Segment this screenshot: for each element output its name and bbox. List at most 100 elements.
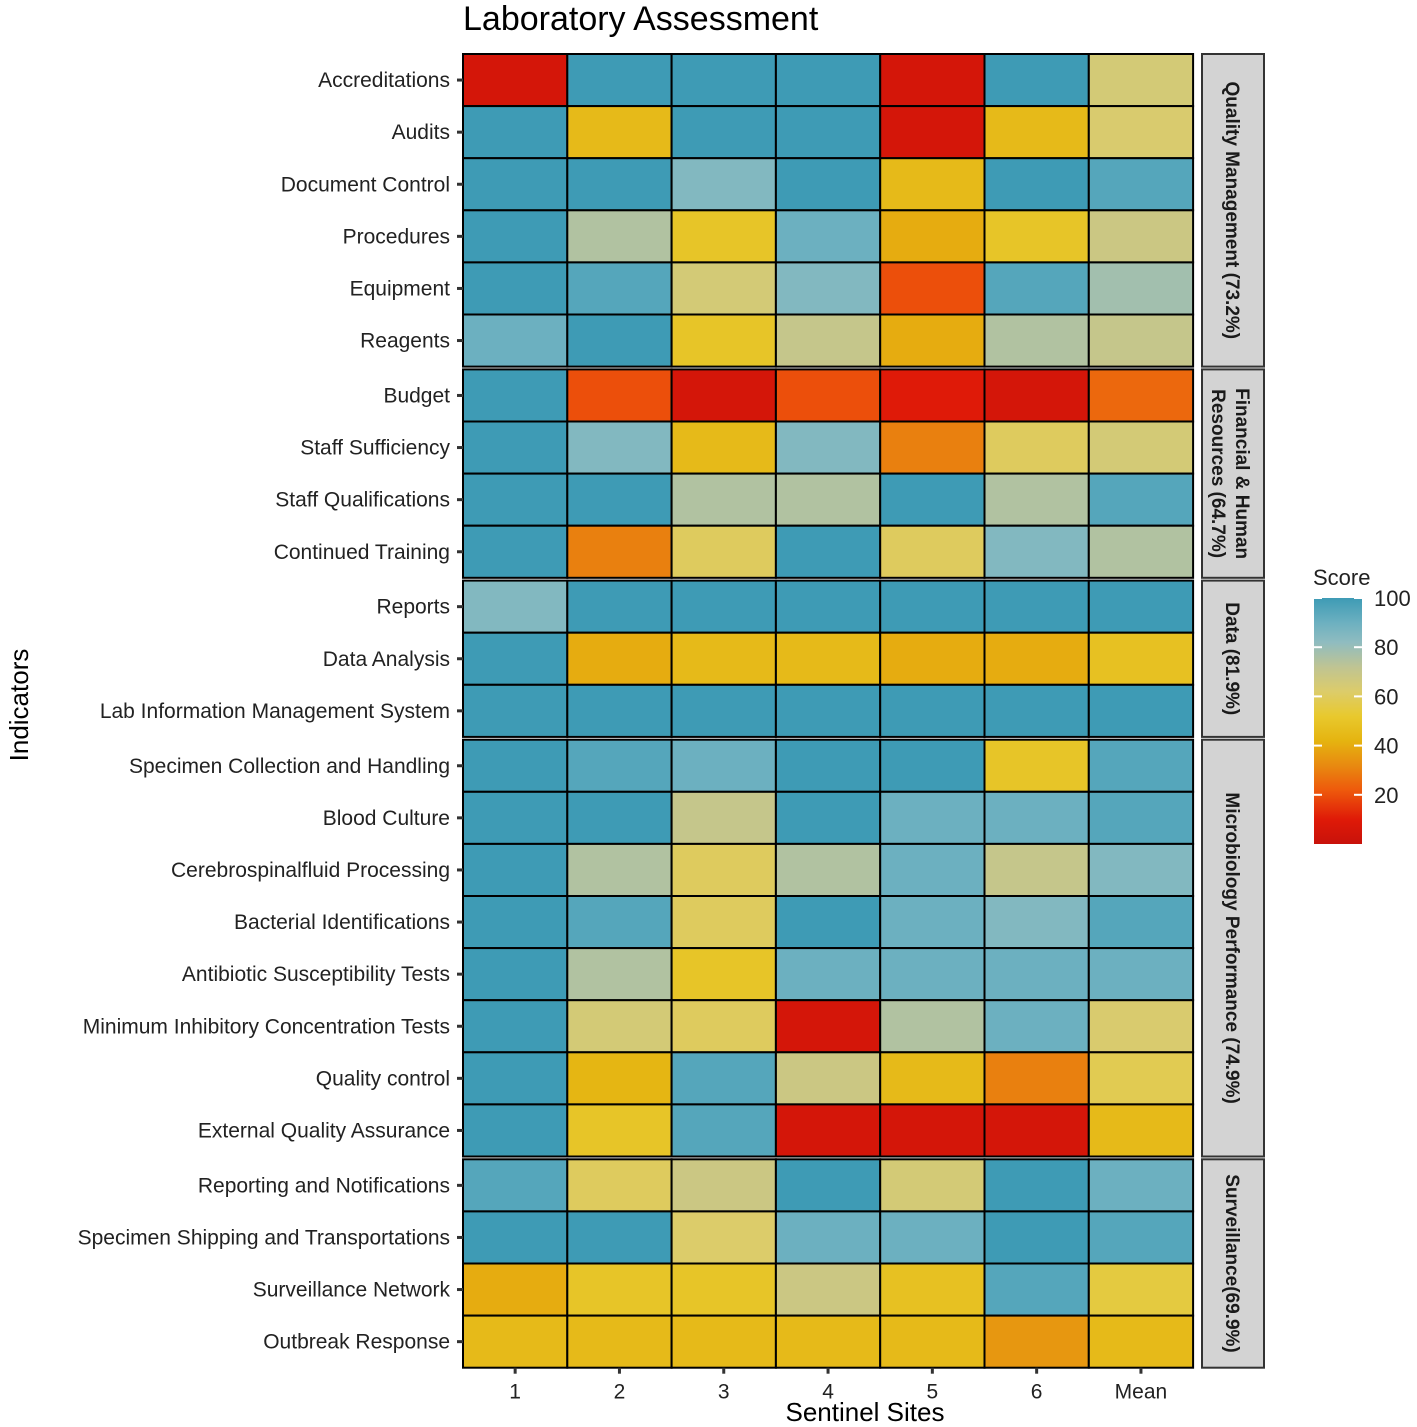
heatmap-cell [566, 313, 673, 368]
heatmap-cell [1087, 947, 1195, 1002]
heatmap-cell [462, 1314, 569, 1369]
heatmap-cell [566, 1262, 673, 1317]
heatmap-cell [566, 579, 673, 634]
heatmap-cell [774, 1210, 882, 1265]
facet-strip-label: Quality Management (73.2%) [1221, 81, 1242, 339]
heatmap-cell [1087, 524, 1195, 579]
heatmap-cell [983, 313, 1090, 368]
heatmap-cell [879, 368, 986, 423]
heatmap-cell [774, 524, 882, 579]
heatmap-cell [670, 999, 777, 1054]
heatmap-cell [983, 738, 1090, 793]
heatmap-cell [983, 895, 1090, 950]
heatmap-cell [1087, 1210, 1195, 1265]
legend-tick-label: 80 [1374, 635, 1398, 660]
heatmap-cell [670, 947, 777, 1002]
heatmap-cell [983, 631, 1090, 686]
heatmap-cell [566, 790, 673, 845]
x-tick-label: 5 [927, 1381, 939, 1404]
x-axis-title: Sentinel Sites [786, 1397, 945, 1427]
heatmap-cell [566, 472, 673, 527]
heatmap-cell [983, 1051, 1090, 1106]
heatmap-cell [774, 1051, 882, 1106]
x-tick-label: Mean [1115, 1381, 1168, 1404]
heatmap-cell [566, 1158, 673, 1213]
heatmap-cell [879, 157, 986, 212]
heatmap-cell [983, 999, 1090, 1054]
facet-strip-label: Surveillance(69.9%) [1221, 1174, 1242, 1352]
heatmap-cell [879, 1262, 986, 1317]
heatmap-cell [879, 947, 986, 1002]
heatmap-cell [1087, 105, 1195, 160]
heatmap-cell [462, 683, 569, 738]
heatmap-cell [462, 1158, 569, 1213]
heatmap-cell [983, 157, 1090, 212]
y-tick-label: Specimen Collection and Handling [129, 755, 450, 778]
heatmap-cell [462, 790, 569, 845]
heatmap-cell [983, 368, 1090, 423]
y-tick-label: Data Analysis [323, 648, 450, 671]
facet-strip-label: Financial & HumanResources (64.7%) [1207, 388, 1252, 559]
heatmap-cell [983, 579, 1090, 634]
heatmap-cell [1087, 472, 1195, 527]
heatmap-cell [462, 738, 569, 793]
heatmap-cell [462, 631, 569, 686]
heatmap-cell [566, 1314, 673, 1369]
heatmap-cell [566, 1210, 673, 1265]
heatmap-cell [879, 53, 986, 108]
heatmap-cell [983, 1262, 1090, 1317]
heatmap-cell [879, 895, 986, 950]
heatmap-cell [1087, 1158, 1195, 1213]
heatmap-cell [566, 420, 673, 475]
heatmap-cell [566, 683, 673, 738]
heatmap-cell [462, 895, 569, 950]
heatmap-cell [566, 209, 673, 264]
heatmap-cell [1087, 368, 1195, 423]
heatmap-cell [879, 631, 986, 686]
heatmap-cell [1087, 261, 1195, 316]
heatmap-cell [670, 790, 777, 845]
y-axis-title: Indicators [4, 649, 34, 762]
facet-strip [1201, 1158, 1265, 1369]
legend-tick-label: 20 [1374, 783, 1398, 808]
heatmap-cell [670, 313, 777, 368]
heatmap-cell [1087, 1051, 1195, 1106]
heatmap-cell [566, 631, 673, 686]
facet-strip-label: Microbiology Performance (74.9%) [1221, 792, 1242, 1103]
heatmap-cell [1087, 53, 1195, 108]
heatmap-cell [774, 631, 882, 686]
y-tick-label: Antibiotic Susceptibility Tests [182, 963, 450, 986]
y-tick-label: Cerebrospinalfluid Processing [171, 859, 450, 882]
heatmap-cell [983, 524, 1090, 579]
heatmap-cell [462, 420, 569, 475]
heatmap-cell [566, 738, 673, 793]
heatmap-cell [462, 842, 569, 898]
heatmap-cell [566, 947, 673, 1002]
y-tick-label: Procedures [343, 225, 450, 248]
heatmap-cell [1087, 738, 1195, 793]
heatmap-cell [774, 53, 882, 108]
heatmap-cell [1087, 1262, 1195, 1317]
heatmap-cell [462, 368, 569, 423]
heatmap-cell [462, 1051, 569, 1106]
heatmap-cell [670, 842, 777, 898]
x-tick-label: 4 [822, 1381, 834, 1404]
heatmap-cell [462, 579, 569, 634]
heatmap-cell [566, 1051, 673, 1106]
heatmap-cell [879, 472, 986, 527]
heatmap-cell [462, 261, 569, 316]
heatmap-cell [983, 53, 1090, 108]
y-tick-label: Surveillance Network [253, 1279, 451, 1302]
heatmap-cell [462, 472, 569, 527]
heatmap-cell [670, 420, 777, 475]
heatmap-cell [1087, 1314, 1195, 1369]
heatmap-cell [879, 524, 986, 579]
heatmap-cell [879, 790, 986, 845]
heatmap-cell [1087, 631, 1195, 686]
heatmap-cell [670, 895, 777, 950]
heatmap-cell [879, 261, 986, 316]
heatmap-cell [670, 472, 777, 527]
heatmap-cell [774, 420, 882, 475]
heatmap-cell [462, 1103, 569, 1158]
heatmap-cell [462, 947, 569, 1002]
